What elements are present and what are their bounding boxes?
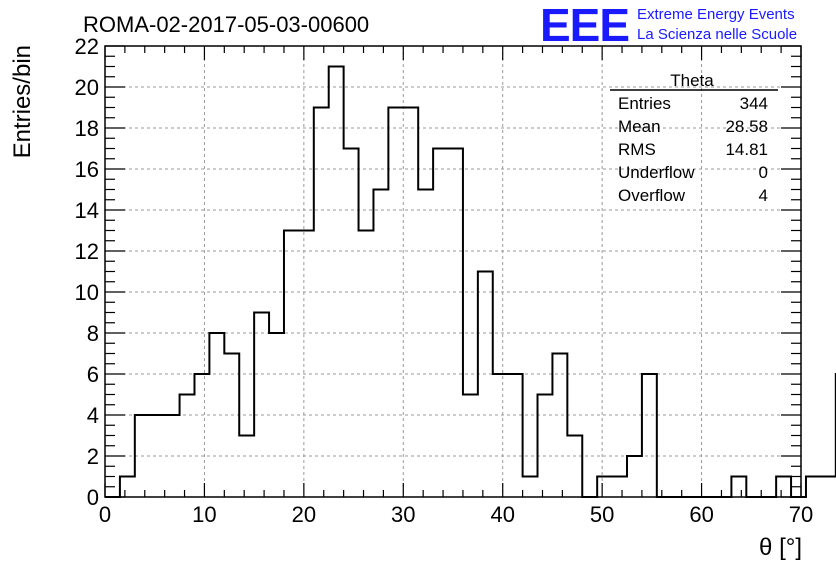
histogram-bin [403,108,418,498]
stats-value: 0 [759,163,768,182]
histogram-bin [523,477,538,498]
stats-label: Underflow [618,163,695,182]
brand-line-2: La Scienza nelle Scuole [637,26,797,43]
y-tick-label: 2 [87,444,99,469]
histogram-bin [359,231,374,498]
histogram-bin [642,374,657,497]
histogram-bin [373,190,388,498]
histogram-bin [627,456,642,497]
stats-label: Entries [618,94,671,113]
x-tick-label: 40 [490,502,514,527]
histogram-bin [463,395,478,498]
histogram-bin [299,231,314,498]
histogram-bin [224,354,239,498]
x-tick-label: 0 [99,502,111,527]
histogram-bin [806,477,821,498]
histogram-bin [433,149,448,498]
stats-title: Theta [670,71,714,90]
y-tick-label: 8 [87,321,99,346]
y-tick-label: 18 [75,116,99,141]
histogram-bin [254,313,269,498]
stats-label: Mean [618,117,661,136]
stats-value: 14.81 [725,140,768,159]
histogram-bin [120,477,135,498]
histogram-bin [194,374,209,497]
stats-value: 344 [740,94,768,113]
histogram-bin [552,354,567,498]
histogram-bin [597,477,612,498]
x-tick-label: 20 [292,502,316,527]
stats-box: Theta Entries 344 Mean 28.58 RMS 14.81 Underfl… [610,71,778,205]
histogram-bin [776,477,791,498]
eee-logo: EEE [540,0,629,51]
axis-ticks [104,45,802,498]
histogram-bin [538,395,553,498]
histogram-bin [165,415,180,497]
y-tick-label: 0 [87,485,99,510]
histogram-bin [388,108,403,498]
y-tick-label: 4 [87,403,99,428]
histogram-bin [478,272,493,498]
stats-value: 28.58 [725,117,768,136]
histogram-bin [150,415,165,497]
y-axis-label: Entries/bin [9,45,36,158]
histogram-bin [418,190,433,498]
histogram-bin [284,231,299,498]
x-axis-label: θ [°] [759,534,802,561]
y-tick-label: 6 [87,362,99,387]
histogram-bin [239,436,254,498]
run-title: ROMA-02-2017-05-03-00600 [83,12,369,37]
y-tick-label: 14 [75,198,99,223]
y-tick-label: 22 [75,34,99,59]
histogram-bin [508,374,523,497]
histogram-bin [180,395,195,498]
y-tick-label: 10 [75,280,99,305]
histogram-bin [344,149,359,498]
x-tick-label: 50 [590,502,614,527]
histogram-bin [821,477,836,498]
histogram-bin [314,108,329,498]
histogram-bin [135,415,150,497]
histogram-bin [567,436,582,498]
y-tick-label: 12 [75,239,99,264]
stats-label: Overflow [618,186,686,205]
x-tick-label: 70 [789,502,813,527]
histogram-bin [493,374,508,497]
histogram-bin [612,477,627,498]
histogram-bin [329,67,344,498]
histogram-bin [269,333,284,497]
histogram-bin [209,333,224,497]
x-tick-label: 10 [192,502,216,527]
y-tick-label: 16 [75,157,99,182]
x-tick-label: 30 [391,502,415,527]
histogram-bin [731,477,746,498]
histogram-bin [448,149,463,498]
y-tick-label: 20 [75,75,99,100]
stats-rows: Entries 344 Mean 28.58 RMS 14.81 Underflow 0 Ove… [618,94,768,205]
stats-label: RMS [618,140,656,159]
x-tick-label: 60 [689,502,713,527]
stats-value: 4 [759,186,768,205]
brand-line-1: Extreme Energy Events [637,6,795,23]
